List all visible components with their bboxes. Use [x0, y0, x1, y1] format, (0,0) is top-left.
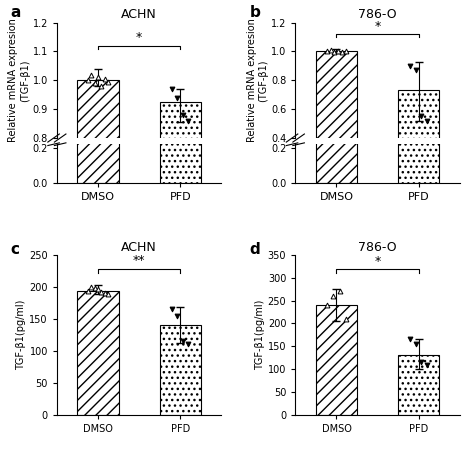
Text: *: * — [374, 255, 381, 268]
Y-axis label: TGF-β1(pg/ml): TGF-β1(pg/ml) — [255, 299, 265, 370]
Text: b: b — [249, 5, 260, 20]
Bar — [398, 55, 439, 183]
Y-axis label: TGF-β1(pg/ml): TGF-β1(pg/ml) — [17, 299, 27, 370]
Bar — [316, 305, 357, 415]
Bar — [160, 21, 201, 183]
Bar — [316, 8, 357, 183]
Bar — [160, 102, 201, 369]
Text: *: * — [374, 20, 381, 33]
Bar — [160, 325, 201, 415]
Text: a: a — [11, 5, 21, 20]
Bar — [398, 90, 439, 196]
Title: 786-O: 786-O — [358, 9, 397, 21]
Text: d: d — [249, 242, 260, 257]
Title: ACHN: ACHN — [121, 9, 157, 21]
Y-axis label: Relative mRNA expresion
(TGF-β1): Relative mRNA expresion (TGF-β1) — [8, 18, 30, 142]
Text: *: * — [136, 32, 142, 45]
Bar — [77, 80, 118, 369]
Bar — [316, 51, 357, 196]
Title: ACHN: ACHN — [121, 240, 157, 253]
Bar — [398, 355, 439, 415]
Y-axis label: Relative mRNA expresion
(TGF-β1): Relative mRNA expresion (TGF-β1) — [246, 18, 268, 142]
Text: c: c — [11, 242, 20, 257]
Title: 786-O: 786-O — [358, 240, 397, 253]
Bar — [77, 8, 118, 183]
Text: **: ** — [133, 254, 146, 267]
Bar — [77, 291, 118, 415]
